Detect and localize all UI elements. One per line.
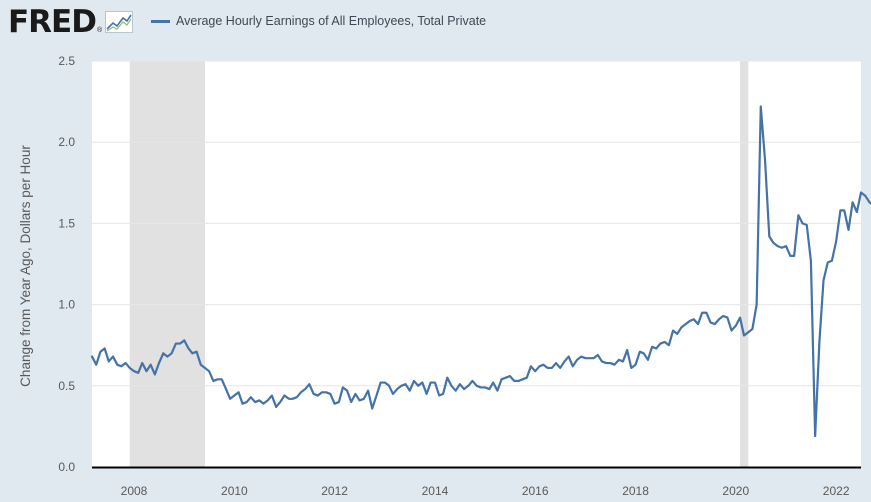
- legend-label: Average Hourly Earnings of All Employees…: [176, 14, 487, 28]
- logo-registered-mark: ®: [96, 27, 103, 34]
- y-tick-label: 0.5: [58, 379, 75, 393]
- y-tick-label: 2.5: [58, 54, 75, 68]
- series-layer[interactable]: [90, 105, 871, 438]
- recession-band-1: [129, 61, 205, 467]
- x-tick-label: 2022: [823, 484, 850, 498]
- gridline-layer: [92, 60, 861, 387]
- x-tick-label: 2018: [622, 484, 649, 498]
- plot-background-layer: [92, 61, 861, 467]
- recession-band-2: [740, 61, 749, 467]
- y-tick-label: 0.0: [58, 460, 75, 474]
- x-tick-label: 2016: [522, 484, 549, 498]
- x-tick-label: 2010: [221, 484, 248, 498]
- x-tick-label: 2020: [722, 484, 749, 498]
- y-tick-label: 2.0: [58, 135, 75, 149]
- fred-logo[interactable]: FRED ®: [8, 4, 134, 40]
- x-tick-label: 2012: [321, 484, 348, 498]
- logo-text: FRED: [8, 4, 97, 40]
- series-line-1[interactable]: [90, 105, 871, 438]
- chart-legend[interactable]: Average Hourly Earnings of All Employees…: [151, 14, 486, 28]
- x-tick-label: 2014: [422, 484, 449, 498]
- y-tick-label: 1.0: [58, 298, 75, 312]
- line-graph-icon: [105, 11, 134, 33]
- chart-header: FRED ® Average Hourly Earnings of All Em…: [0, 0, 871, 50]
- legend-swatch: [151, 19, 170, 23]
- plot-area: [92, 61, 861, 467]
- x-tick-label: 2008: [121, 484, 148, 498]
- y-tick-label: 1.5: [58, 216, 75, 230]
- y-axis-title: Change from Year Ago, Dollars per Hour: [18, 145, 33, 387]
- recession-shading-layer: [129, 61, 749, 467]
- axis-layer: 0.0 0.5 1.0 1.5 2.0 2.5 2008 2010 2012 2014 2016 20…: [58, 54, 861, 498]
